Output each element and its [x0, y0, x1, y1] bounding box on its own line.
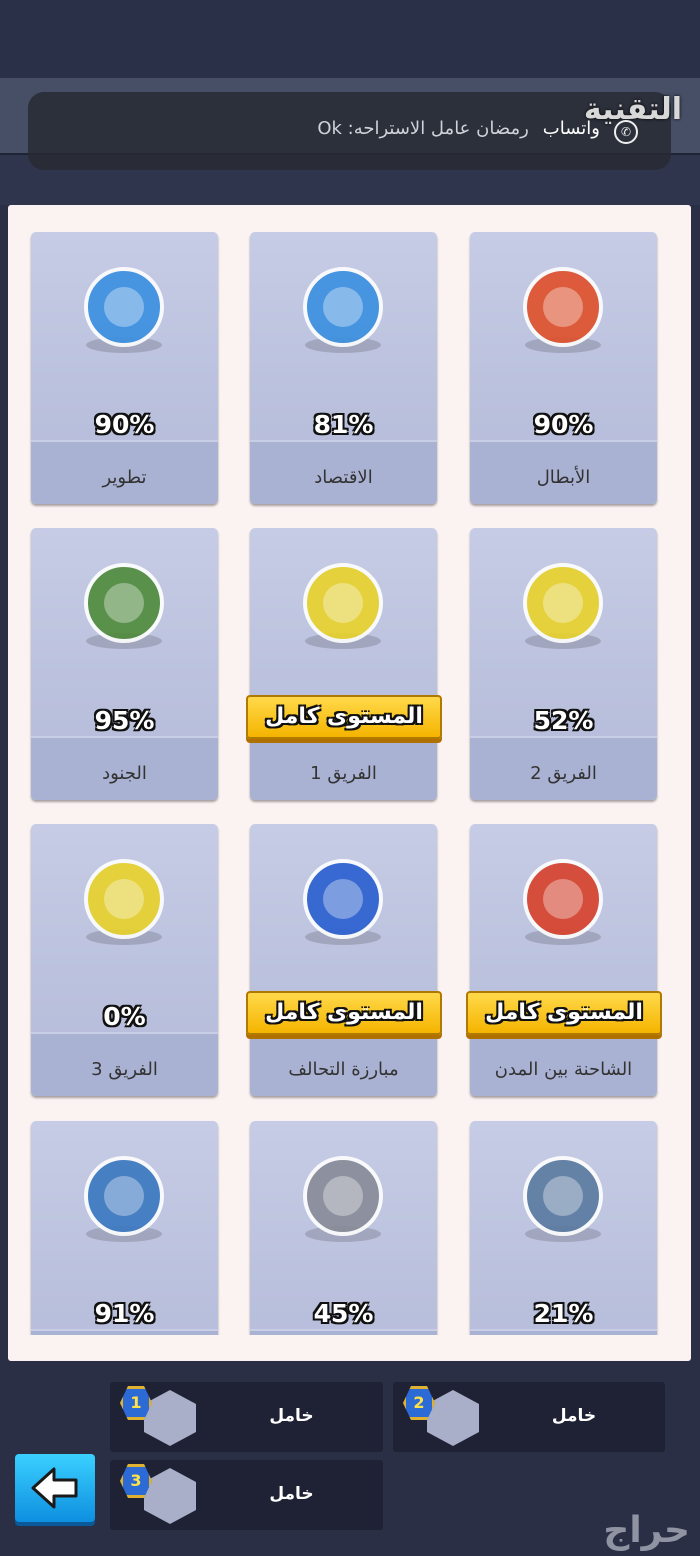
card-label-area	[250, 1329, 437, 1335]
max-level-banner: المستوى كامل	[466, 991, 662, 1035]
tech-card[interactable]: مبارزة التحالف	[250, 824, 437, 1096]
slot-status: خامل	[269, 1484, 314, 1504]
hero-icon	[513, 257, 613, 357]
card-label-area	[250, 440, 437, 504]
tech-card[interactable]: الجنود 95%	[31, 528, 218, 800]
back-button[interactable]	[15, 1454, 95, 1522]
worker-slot-3[interactable]: 3 خامل	[110, 1460, 383, 1530]
card-label-area	[31, 736, 218, 800]
tech-card[interactable]: الشاحنة بين المدن	[470, 824, 657, 1096]
card-progress-percent: 90%	[94, 410, 155, 439]
tech-card[interactable]: الفريق 3 0%	[31, 824, 218, 1096]
tech-card[interactable]: 45%	[250, 1121, 437, 1335]
tank-icon	[74, 849, 174, 949]
headquarters-icon	[293, 257, 393, 357]
tech-card[interactable]: 91%	[31, 1121, 218, 1335]
notification-banner[interactable]	[28, 92, 671, 170]
card-label-area	[470, 440, 657, 504]
card-label: الفريق 2	[530, 763, 597, 784]
card-label-area	[31, 1032, 218, 1096]
tech-card[interactable]: الاقتصاد 81%	[250, 232, 437, 504]
notification-message: رمضان عامل الاستراحه: Ok	[317, 118, 529, 139]
card-progress-percent: 90%	[533, 410, 594, 439]
status-bar	[0, 0, 700, 78]
tech-card[interactable]: الفريق 2 52%	[470, 528, 657, 800]
helmet-plus-icon	[74, 1146, 174, 1246]
card-label-area	[470, 1329, 657, 1335]
card-label: الفريق 1	[310, 763, 377, 784]
truck-icon	[513, 849, 613, 949]
arrow-left-icon	[31, 1467, 78, 1509]
card-label: الشاحنة بين المدن	[494, 1059, 633, 1080]
whatsapp-icon: ✆	[614, 120, 638, 144]
card-progress-percent: 45%	[313, 1299, 374, 1328]
card-label-area	[31, 440, 218, 504]
card-label-area	[31, 1329, 218, 1335]
shield-gear-icon	[513, 1146, 613, 1246]
card-progress-percent: 52%	[533, 706, 594, 735]
slot-hex-icon	[144, 1468, 196, 1524]
card-label: الفريق 3	[91, 1059, 158, 1080]
card-label-area	[250, 1032, 437, 1096]
helmet-icon	[74, 553, 174, 653]
tech-card[interactable]: 21%	[470, 1121, 657, 1335]
card-label-area	[470, 736, 657, 800]
tech-card[interactable]: تطوير 90%	[31, 232, 218, 504]
slot-hex-icon	[427, 1390, 479, 1446]
worker-slot-1[interactable]: 1 خامل	[110, 1382, 383, 1452]
card-progress-percent: 95%	[94, 706, 155, 735]
slot-status: خامل	[551, 1406, 597, 1426]
building-icon	[74, 257, 174, 357]
notification-body: واتساب رمضان عامل الاستراحه: Ok	[317, 118, 600, 139]
notification-app: واتساب	[542, 118, 600, 139]
worker-slot-2[interactable]: 2 خامل	[393, 1382, 665, 1452]
slot-hex-icon	[144, 1390, 196, 1446]
card-label: الجنود	[102, 763, 147, 784]
tech-card[interactable]: الفريق 1	[250, 528, 437, 800]
card-label: مبارزة التحالف	[288, 1059, 399, 1080]
card-progress-percent: 81%	[313, 410, 374, 439]
max-level-banner: المستوى كامل	[246, 695, 442, 739]
card-label: الأبطال	[536, 467, 591, 488]
card-label: الاقتصاد	[314, 467, 373, 488]
slot-status: خامل	[269, 1406, 314, 1426]
tank-icon	[293, 553, 393, 653]
card-progress-percent: 21%	[533, 1299, 594, 1328]
watermark-logo: حراج	[603, 1510, 690, 1551]
max-level-banner: المستوى كامل	[246, 991, 442, 1035]
tech-panel: الأبطال 90% الاقتصاد 81% تطوير 90% الفريق 2 52%…	[8, 205, 691, 1361]
card-progress-percent: 0%	[103, 1002, 146, 1031]
tech-grid[interactable]: الأبطال 90% الاقتصاد 81% تطوير 90% الفريق 2 52%…	[8, 205, 691, 1335]
tank-icon	[513, 553, 613, 653]
missile-icon	[293, 1146, 393, 1246]
notification-title: التقنية	[583, 92, 682, 127]
versus-icon	[293, 849, 393, 949]
tech-card[interactable]: الأبطال 90%	[470, 232, 657, 504]
card-progress-percent: 91%	[94, 1299, 155, 1328]
card-label: تطوير	[102, 467, 147, 488]
